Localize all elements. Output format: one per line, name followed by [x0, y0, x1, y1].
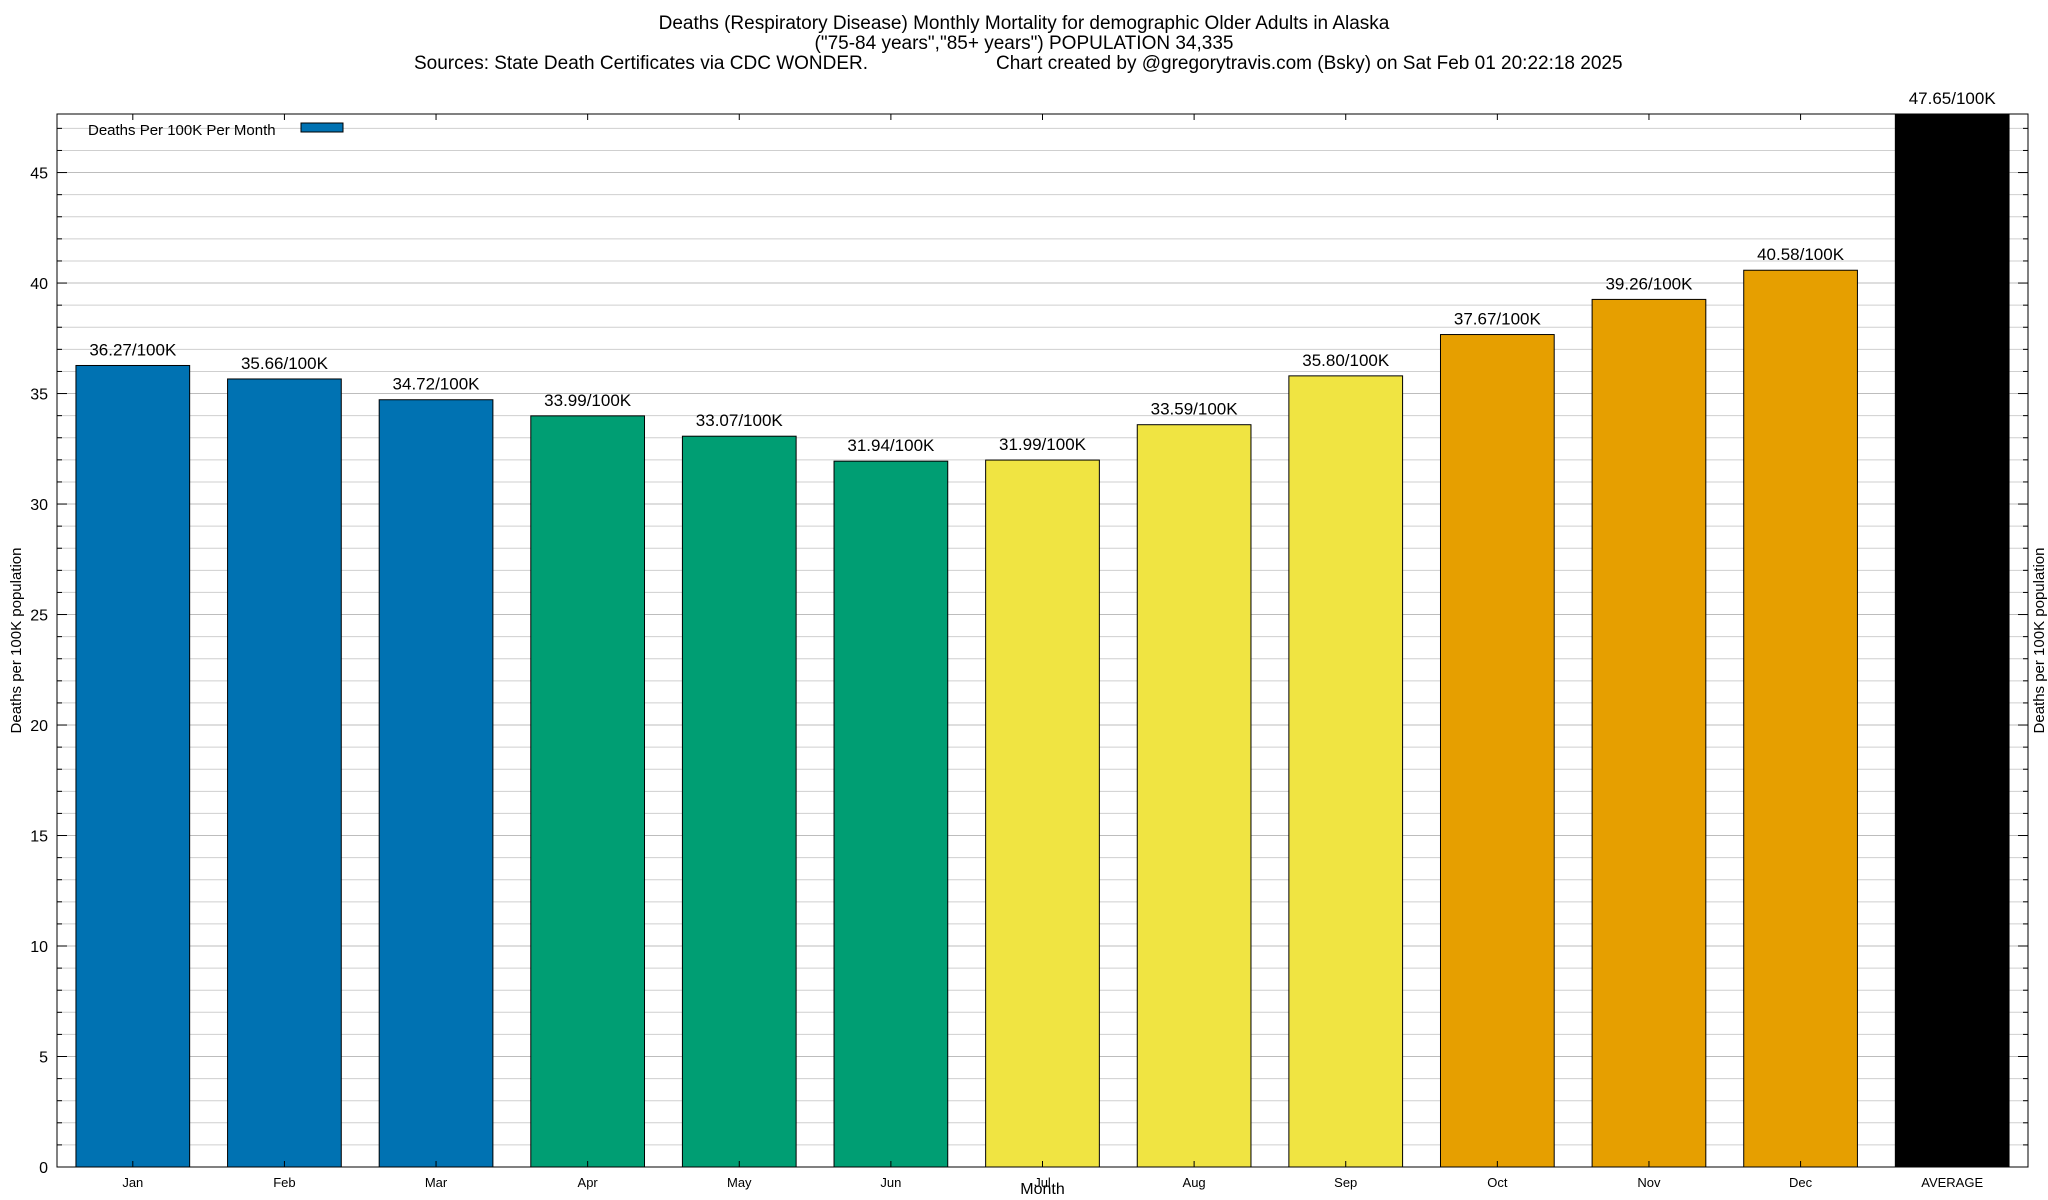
legend-label: Deaths Per 100K Per Month [88, 122, 276, 139]
x-tick-label-jan: Jan [122, 1175, 143, 1190]
x-tick-label-dec: Dec [1789, 1175, 1813, 1190]
x-tick-label-aug: Aug [1183, 1175, 1206, 1190]
legend-swatch [300, 122, 344, 133]
x-tick-label-feb: Feb [273, 1175, 295, 1190]
subtitle-row: Sources: State Death Certificates via CD… [0, 54, 2048, 76]
y-tick-label: 10 [30, 939, 48, 956]
plot-border [56, 113, 2029, 1168]
x-tick-label-jul: Jul [1034, 1175, 1051, 1190]
data-label-mar: 34.72/100K [393, 375, 481, 394]
bar-aug [1136, 424, 1252, 1168]
bar-apr [530, 415, 646, 1168]
bar-feb [227, 378, 342, 1168]
bar-jul [985, 459, 1100, 1168]
x-tick-label-oct: Oct [1487, 1175, 1508, 1190]
bar-nov [1591, 298, 1707, 1168]
x-tick-label-average: AVERAGE [1921, 1175, 1983, 1190]
bar-mar [378, 399, 494, 1168]
x-tick-label-sep: Sep [1334, 1175, 1357, 1190]
bar-sep [1288, 375, 1404, 1168]
bar-dec [1743, 269, 1858, 1168]
x-tick-label-nov: Nov [1637, 1175, 1661, 1190]
x-tick-label-apr: Apr [578, 1175, 599, 1190]
y-tick-label: 45 [30, 166, 48, 183]
x-tick-label-mar: Mar [425, 1175, 448, 1190]
data-label-may: 33.07/100K [696, 411, 784, 430]
data-label-dec: 40.58/100K [1757, 245, 1845, 264]
data-label-apr: 33.99/100K [544, 391, 632, 410]
chart-subtitle: ("75-84 years","85+ years") POPULATION 3… [814, 33, 1234, 54]
y-tick-label: 25 [30, 608, 48, 625]
x-tick-label-may: May [727, 1175, 752, 1190]
credit-note: Chart created by @gregorytravis.com (Bsk… [996, 53, 1623, 74]
data-label-jul: 31.99/100K [999, 435, 1087, 454]
data-label-nov: 39.26/100K [1605, 274, 1693, 293]
y-tick-label: 30 [30, 497, 48, 514]
x-axis-title: Month [1020, 1181, 1064, 1198]
x-tick-label-jun: Jun [880, 1175, 901, 1190]
bar-jan [75, 364, 191, 1168]
y-axis-title: Deaths per 100K population [8, 548, 25, 734]
bar-jun [833, 460, 949, 1168]
bar-oct [1439, 334, 1555, 1168]
y2-axis-title: Deaths per 100K population [2031, 548, 2048, 734]
y-tick-label: 0 [39, 1160, 48, 1177]
sources-note: Sources: State Death Certificates via CD… [414, 53, 869, 74]
data-label-sep: 35.80/100K [1302, 351, 1390, 370]
bar-may [681, 435, 797, 1168]
y-tick-label: 5 [39, 1050, 48, 1067]
data-label-average: 47.65/100K [1909, 89, 1997, 108]
data-label-oct: 37.67/100K [1454, 310, 1542, 329]
chart-title: Deaths (Respiratory Disease) Monthly Mor… [658, 13, 1390, 34]
data-label-feb: 35.66/100K [241, 354, 329, 373]
data-label-jan: 36.27/100K [89, 340, 177, 359]
y-tick-label: 15 [30, 829, 48, 846]
y-tick-label: 40 [30, 276, 48, 293]
y-tick-label: 20 [30, 718, 48, 735]
data-label-aug: 33.59/100K [1151, 400, 1239, 419]
data-label-jun: 31.94/100K [847, 436, 935, 455]
y-tick-label: 35 [30, 387, 48, 404]
bar-average [1894, 113, 2010, 1168]
